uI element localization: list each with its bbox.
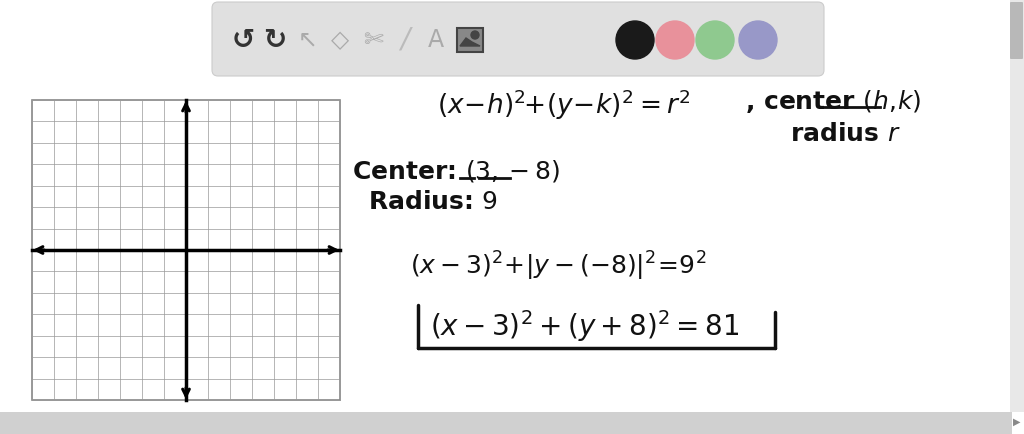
Text: ◇: ◇ [331,28,349,52]
Text: A: A [428,28,444,52]
Text: $(x\!-\!h)^2\!\!+\!(y\!-\!k)^2=r^2$: $(x\!-\!h)^2\!\!+\!(y\!-\!k)^2=r^2$ [437,88,690,122]
FancyBboxPatch shape [212,2,824,76]
Bar [457,28,483,52]
Text: , center $(h,\!k)$: , center $(h,\!k)$ [745,88,922,115]
Circle shape [616,21,654,59]
Circle shape [656,21,694,59]
Bar [0,412,1012,434]
Text: Center: $(3,-8)$: Center: $(3,-8)$ [352,158,560,184]
Polygon shape [460,38,480,46]
Bar [32,100,340,400]
Text: ▶: ▶ [1014,417,1021,427]
Text: radius $r$: radius $r$ [790,122,901,146]
Text: Radius: $9$: Radius: $9$ [368,190,498,214]
Circle shape [471,31,479,39]
Text: $(x-3)^2+(y+8)^2=81$: $(x-3)^2+(y+8)^2=81$ [430,308,739,344]
FancyBboxPatch shape [1010,2,1023,59]
Text: $(x-3)^2\!+\!|y-(-8)|^2\!=\!9^2$: $(x-3)^2\!+\!|y-(-8)|^2\!=\!9^2$ [410,250,707,283]
Text: ↺: ↺ [231,26,255,54]
Text: ↻: ↻ [263,26,287,54]
Circle shape [739,21,777,59]
Bar [1010,0,1024,412]
Text: /: / [400,26,410,54]
Circle shape [696,21,734,59]
Text: ✄: ✄ [364,28,383,52]
Text: ↖: ↖ [298,28,317,52]
